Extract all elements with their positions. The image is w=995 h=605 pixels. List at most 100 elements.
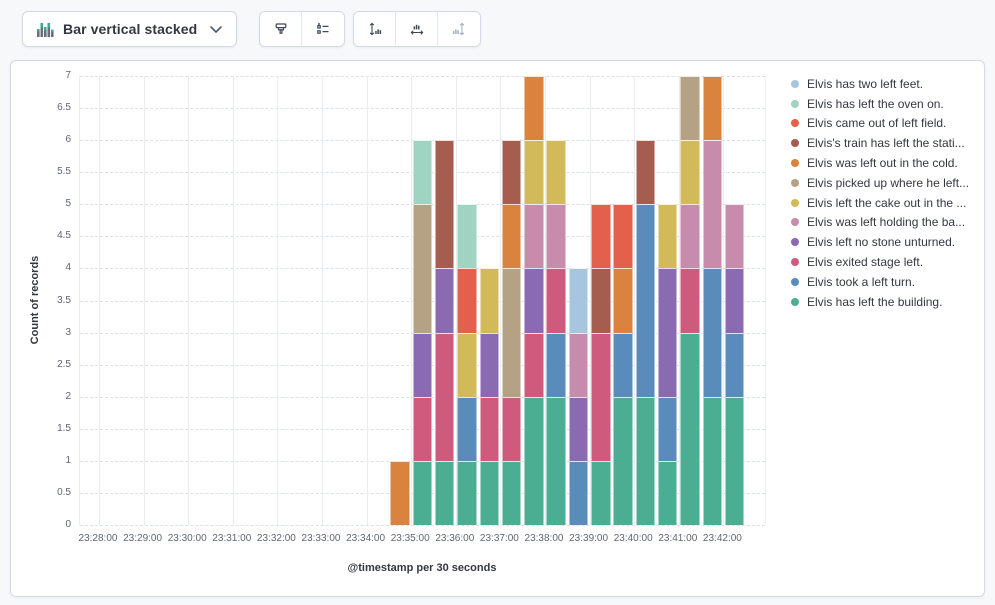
bar-segment[interactable] (524, 140, 544, 205)
legend-item[interactable]: Elvis has two left feet. (791, 74, 987, 94)
bar-segment[interactable] (524, 204, 544, 269)
bar-segment[interactable] (591, 268, 611, 333)
y-tick-label: 2.5 (57, 358, 71, 370)
bar-segment[interactable] (434, 140, 455, 269)
chart-type-dropdown[interactable]: Bar vertical stacked (22, 11, 238, 47)
bar-segment[interactable] (546, 268, 566, 333)
bar-segment[interactable] (680, 140, 700, 205)
bar-segment[interactable] (680, 76, 700, 141)
bar-segment[interactable] (657, 268, 678, 397)
bar-segment[interactable] (546, 140, 566, 205)
legend-item[interactable]: Elvis exited stage left. (791, 252, 987, 272)
bar-segment[interactable] (568, 332, 589, 397)
bar-segment[interactable] (501, 204, 522, 269)
bar-segment[interactable] (568, 460, 589, 525)
legend-item[interactable]: Elvis took a left turn. (791, 272, 987, 292)
bar-segment[interactable] (501, 460, 522, 525)
legend-item[interactable]: Elvis came out of left field. (791, 114, 987, 134)
stacked-bar (457, 204, 477, 525)
bar-segment[interactable] (434, 268, 455, 333)
stacked-bar (390, 460, 410, 525)
bar-segment[interactable] (635, 140, 656, 205)
bar-segment[interactable] (524, 332, 544, 397)
legend-item[interactable]: Elvis left no stone unturned. (791, 232, 987, 252)
bar-segment[interactable] (412, 332, 433, 397)
bar-segment[interactable] (591, 460, 611, 525)
bar-segment[interactable] (657, 396, 678, 461)
bar-segment[interactable] (680, 268, 700, 333)
bar-segment[interactable] (412, 204, 433, 333)
bar-segment[interactable] (434, 460, 455, 525)
bar-segment[interactable] (568, 396, 589, 461)
x-tick-label: 23:42:00 (702, 533, 742, 544)
bar-segment[interactable] (412, 396, 433, 461)
bar-segment[interactable] (546, 332, 566, 397)
legend-color-dot (791, 159, 799, 168)
bar-segment[interactable] (546, 204, 566, 269)
x-tick-label: 23:28:00 (78, 533, 118, 544)
bar-segment[interactable] (479, 396, 499, 461)
legend-color-dot (791, 258, 799, 267)
bar-segment[interactable] (524, 76, 544, 141)
bar-segment[interactable] (702, 76, 722, 141)
v-gridline (411, 76, 413, 525)
bar-segment[interactable] (613, 204, 633, 269)
bar-segment[interactable] (635, 204, 656, 397)
left-axis-button[interactable] (354, 12, 397, 46)
v-gridline (143, 76, 145, 525)
bar-segment[interactable] (546, 396, 566, 525)
bar-segment[interactable] (568, 268, 589, 333)
bar-segment[interactable] (457, 460, 477, 525)
v-gridline (500, 76, 502, 525)
bar-segment[interactable] (501, 140, 522, 205)
bar-segment[interactable] (635, 396, 656, 525)
bar-segment[interactable] (412, 140, 433, 205)
bar-segment[interactable] (479, 268, 499, 333)
legend-item[interactable]: Elvis's train has left the stati... (791, 133, 987, 153)
bar-segment[interactable] (457, 396, 477, 461)
bar-segment[interactable] (457, 204, 477, 269)
legend-item[interactable]: Elvis was left out in the cold. (791, 153, 987, 173)
visual-options-button[interactable] (260, 12, 303, 46)
bar-segment[interactable] (524, 396, 544, 525)
bar-segment[interactable] (479, 460, 499, 525)
legend-item[interactable]: Elvis has left the building. (791, 292, 987, 312)
bar-segment[interactable] (613, 332, 633, 397)
bar-segment[interactable] (524, 268, 544, 333)
bar-segment[interactable] (501, 268, 522, 397)
bar-segment[interactable] (591, 332, 611, 461)
legend-color-dot (791, 297, 799, 306)
bar-segment[interactable] (412, 460, 433, 525)
bar-segment[interactable] (702, 396, 722, 525)
bar-segment[interactable] (657, 460, 678, 525)
bar-segment[interactable] (613, 396, 633, 525)
legend-item[interactable]: Elvis picked up where he left... (791, 173, 987, 193)
bar-segment[interactable] (680, 204, 700, 269)
bar-segment[interactable] (702, 268, 722, 397)
bottom-axis-button[interactable] (396, 12, 439, 46)
legend-item-label: Elvis has left the building. (807, 294, 943, 309)
legend-item[interactable]: Elvis has left the oven on. (791, 94, 987, 114)
bar-segment[interactable] (724, 204, 745, 269)
v-gridline (277, 76, 279, 525)
bar-segment[interactable] (479, 332, 499, 397)
bar-segment[interactable] (390, 460, 410, 525)
legend-options-button[interactable] (302, 12, 345, 46)
bar-segment[interactable] (457, 332, 477, 397)
bar-segment[interactable] (657, 204, 678, 269)
legend-item[interactable]: Elvis was left holding the ba... (791, 213, 987, 233)
legend-list-icon (315, 21, 331, 37)
stacked-bar (657, 204, 678, 525)
bar-segment[interactable] (591, 204, 611, 269)
bar-segment[interactable] (613, 268, 633, 333)
bar-segment[interactable] (680, 332, 700, 525)
bar-segment[interactable] (702, 140, 722, 269)
bar-segment[interactable] (724, 268, 745, 333)
bar-segment[interactable] (457, 268, 477, 333)
bar-segment[interactable] (724, 396, 745, 525)
bar-segment[interactable] (434, 332, 455, 461)
bar-segment[interactable] (501, 396, 522, 461)
legend-item[interactable]: Elvis left the cake out in the ... (791, 193, 987, 213)
bar-segment[interactable] (724, 332, 745, 397)
